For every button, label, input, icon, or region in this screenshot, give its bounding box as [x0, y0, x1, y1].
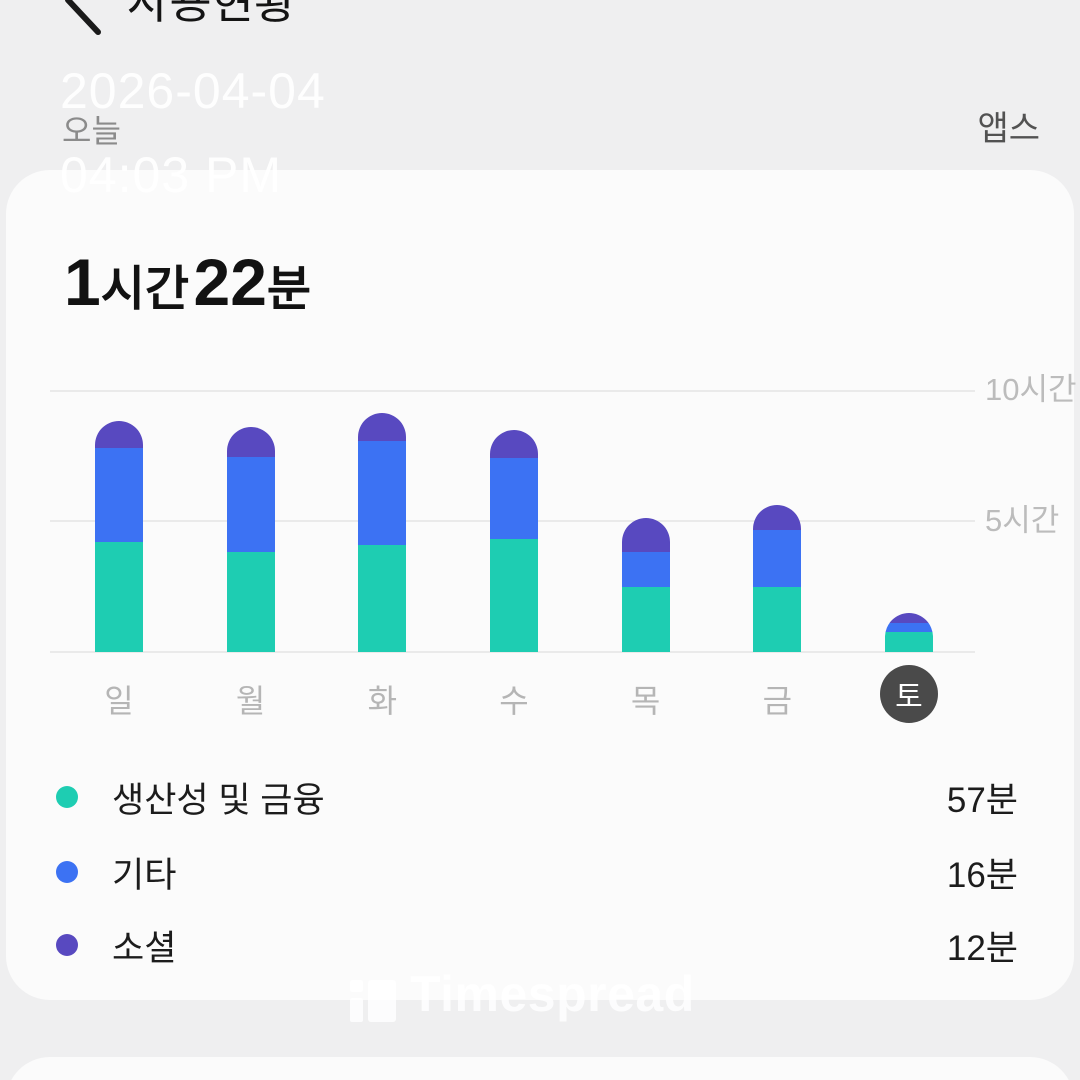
bar-segment	[358, 544, 407, 652]
bar-segment	[226, 426, 275, 457]
bar-토[interactable]	[884, 613, 933, 652]
bar-segment	[753, 529, 802, 587]
next-section-card	[6, 1057, 1074, 1080]
legend-label: 소셜	[112, 928, 177, 968]
gridline-baseline	[50, 651, 975, 653]
back-button[interactable]	[58, 0, 106, 48]
bar-segment	[884, 623, 933, 632]
bar-금[interactable]	[753, 504, 802, 652]
bar-segment	[489, 430, 538, 458]
bar-목[interactable]	[621, 517, 670, 652]
legend-value: 12분	[946, 928, 1018, 968]
legend-row: 소셜 12분	[56, 922, 1018, 968]
bar-segment	[753, 504, 802, 530]
bar-segment	[358, 440, 407, 545]
bar-segment	[358, 413, 407, 441]
overlay-date: 2026-04-04	[60, 63, 326, 119]
watermark: Timespread	[350, 966, 695, 1022]
legend-dot	[56, 934, 78, 956]
watermark-text: Timespread	[410, 966, 695, 1022]
total-hours-unit: 시간	[100, 263, 190, 316]
legend-row: 생산성 및 금융 57분	[56, 774, 1018, 820]
bar-segment	[753, 586, 802, 652]
usage-card	[6, 170, 1074, 1000]
bar-segment	[621, 551, 670, 587]
bar-segment	[884, 631, 933, 652]
bar-화[interactable]	[358, 413, 407, 652]
timespread-logo-icon	[350, 980, 396, 1022]
legend-dot	[56, 861, 78, 883]
ytick-10h: 10시간	[985, 372, 1077, 407]
day-label-일[interactable]: 일	[104, 683, 134, 719]
day-label-화[interactable]: 화	[367, 683, 398, 719]
legend-label: 기타	[112, 855, 177, 895]
total-minutes-unit: 분	[266, 263, 312, 316]
legend-value: 57분	[946, 780, 1018, 820]
day-label-수[interactable]: 수	[499, 683, 529, 719]
day-label-목[interactable]: 목	[630, 683, 661, 719]
bar-일[interactable]	[95, 420, 143, 653]
back-chevron-icon	[65, 0, 101, 35]
total-hours-value: 1	[64, 245, 101, 319]
bar-segment	[95, 420, 143, 449]
bar-segment	[621, 517, 670, 552]
bar-segment	[226, 551, 275, 652]
day-label-월[interactable]: 월	[235, 683, 266, 719]
ytick-5h: 5시간	[985, 503, 1060, 538]
total-usage-title: 1시간 22분	[64, 244, 311, 320]
legend-dot	[56, 786, 78, 808]
apps-link[interactable]: 앱스	[977, 110, 1040, 148]
legend-row: 기타 16분	[56, 849, 1018, 895]
bar-수[interactable]	[489, 430, 538, 652]
legend-label: 생산성 및 금융	[112, 780, 325, 820]
bar-segment	[489, 538, 538, 652]
bar-segment	[226, 456, 275, 552]
bar-segment	[621, 586, 670, 652]
bar-segment	[95, 448, 143, 543]
page-title: 사용현황	[127, 0, 297, 28]
gridline-10h	[50, 390, 975, 392]
total-minutes-value: 22	[193, 245, 267, 319]
date-range-label[interactable]: 오늘	[62, 113, 121, 149]
bar-segment	[884, 613, 933, 623]
overlay-time: 04:03 PM	[60, 147, 283, 203]
day-label-selected-토[interactable]: 토	[879, 665, 938, 723]
legend-value: 16분	[946, 855, 1018, 895]
bar-segment	[95, 542, 143, 652]
day-label-금[interactable]: 금	[762, 683, 793, 719]
bar-segment	[489, 458, 538, 539]
bar-월[interactable]	[226, 426, 275, 652]
